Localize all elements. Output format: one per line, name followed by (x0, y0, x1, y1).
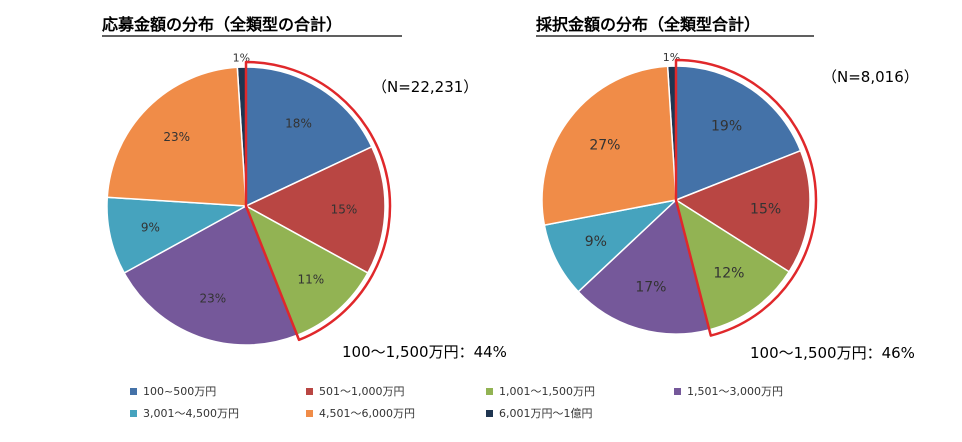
legend-label: 1,001～1,500万円 (499, 385, 595, 398)
pie-slice (106, 196, 249, 274)
legend-item: 1,001～1,500万円 (486, 383, 674, 399)
legend-swatch (486, 387, 493, 395)
pie-slice (541, 65, 677, 226)
legend-item: 501～1,000万円 (306, 383, 486, 399)
highlight-note-adoptions: 100～1,500万円：46% (750, 344, 915, 362)
pie-slice (123, 204, 299, 346)
legend-item: 6,001万円～1億円 (486, 405, 674, 421)
pie-slice (675, 65, 802, 202)
pie-slice (106, 66, 247, 207)
legend-swatch (674, 387, 681, 395)
legend-swatch (486, 409, 493, 417)
legend-swatch (130, 387, 137, 395)
pie-slice (674, 198, 791, 331)
slice-label: 18% (285, 116, 312, 130)
chart-title-applications: 応募金額の分布（全類型の合計） (102, 15, 342, 34)
pie-slice (674, 149, 811, 273)
chart-title-adoptions: 採択金額の分布（全類型合計） (536, 15, 760, 34)
legend-swatch (130, 409, 137, 417)
legend: 100~500万円 501～1,000万円 1,001～1,500万円 1,50… (130, 380, 930, 424)
legend-label: 6,001万円～1億円 (499, 407, 593, 420)
slice-label: 27% (589, 138, 620, 154)
highlight-note-applications: 100～1,500万円：44% (342, 343, 507, 361)
pie-slice (244, 204, 369, 337)
slice-label: 9% (141, 221, 160, 235)
legend-item: 4,501～6,000万円 (306, 405, 486, 421)
pie-slice (577, 198, 711, 335)
legend-item: 100~500万円 (130, 383, 306, 399)
slice-label: 15% (331, 202, 358, 216)
pie-adoptions: 1% 19% 15% 12% 17% 9% 27% (541, 51, 818, 337)
slice-label: 17% (635, 279, 666, 295)
slice-label: 23% (163, 130, 190, 144)
slice-label: 11% (297, 273, 324, 287)
slice-label: 19% (711, 118, 742, 134)
legend-swatch (306, 409, 313, 417)
pie-chart-figure: 応募金額の分布（全類型の合計） （N=22,231） 1% 18% 15% 11% 23… (102, 15, 919, 362)
legend-label: 501～1,000万円 (319, 385, 405, 398)
pie-slice (244, 145, 386, 274)
slice-label: 12% (713, 266, 744, 282)
legend-label: 3,001～4,500万円 (143, 407, 239, 420)
legend-label: 1,501～3,000万円 (687, 385, 783, 398)
n-label-adoptions: （N=8,016） (822, 68, 919, 86)
legend-swatch (306, 387, 313, 395)
slice-label: 15% (750, 201, 781, 217)
slice-label: 9% (585, 234, 607, 250)
pie-applications: 1%18%15%11%23%9%23% (106, 51, 392, 346)
highlight-outline (674, 58, 818, 337)
pie-slice (245, 66, 373, 208)
legend-label: 100~500万円 (143, 385, 217, 398)
legend-item: 3,001～4,500万円 (130, 405, 306, 421)
slice-label: 1% (663, 51, 680, 64)
n-label-applications: （N=22,231） (372, 78, 478, 96)
highlight-outline (244, 60, 392, 342)
slice-label: 23% (199, 291, 226, 305)
legend-label: 4,501～6,000万円 (319, 407, 415, 420)
legend-item: 1,501～3,000万円 (674, 383, 783, 399)
